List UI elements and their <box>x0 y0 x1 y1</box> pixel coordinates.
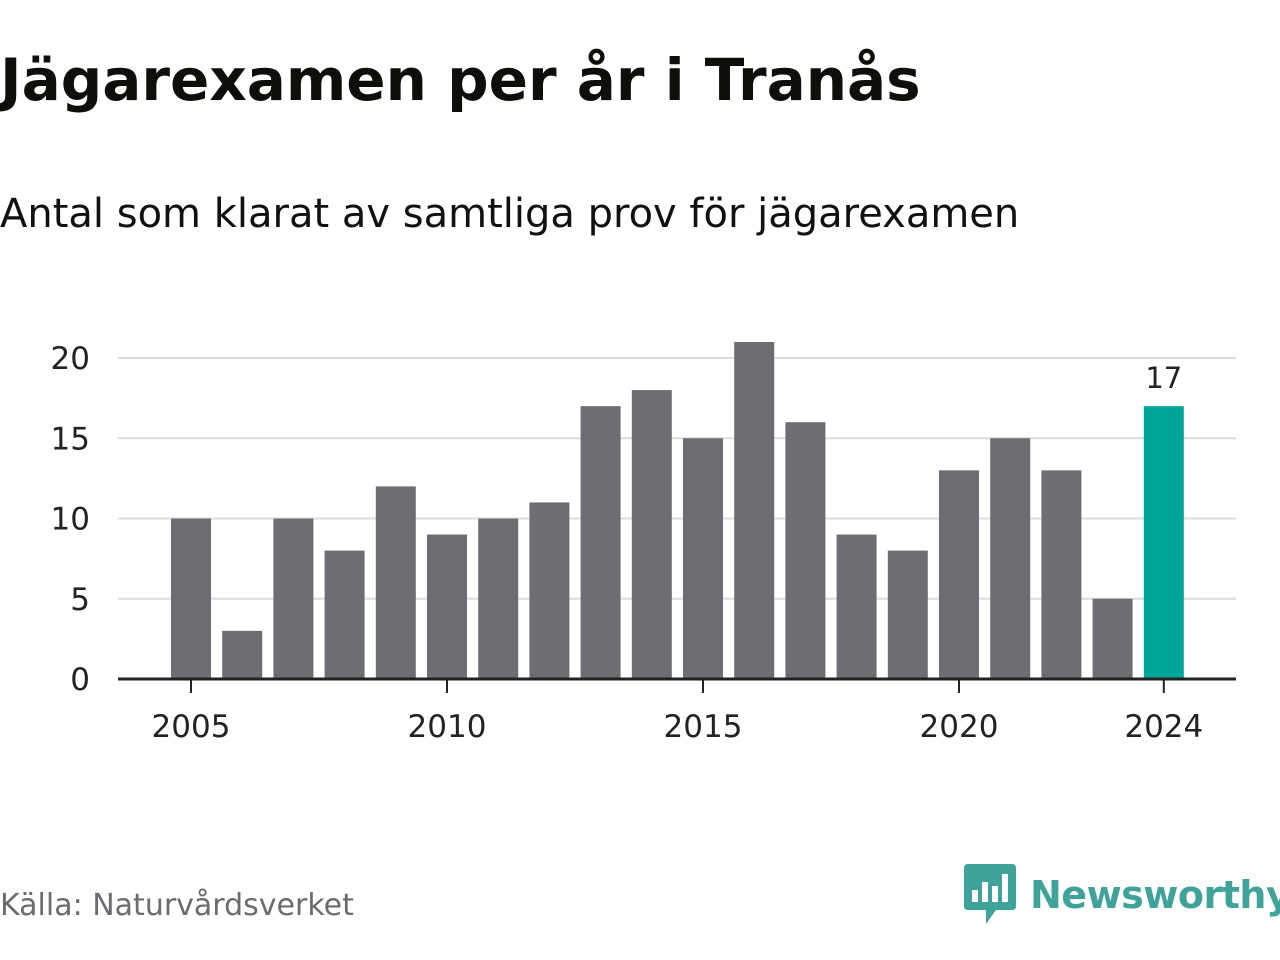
x-tick-label: 2020 <box>920 709 999 745</box>
chart-title: Jägarexamen per år i Tranås <box>0 46 921 114</box>
x-tick-label: 2024 <box>1124 709 1203 745</box>
chart-subtitle: Antal som klarat av samtliga prov för jä… <box>0 191 1020 237</box>
bar-2015 <box>683 438 723 679</box>
y-tick-label: 5 <box>70 582 90 618</box>
bar-2010 <box>427 534 467 679</box>
bar-2013 <box>580 406 621 679</box>
data-labels: 17 <box>1145 361 1182 395</box>
bar-2023 <box>1092 598 1133 679</box>
source-note: Källa: Naturvårdsverket <box>0 888 354 923</box>
bar-2022 <box>1041 470 1082 679</box>
x-axis-tick-labels: 2005 2010 2015 2020 2024 <box>152 679 1203 745</box>
bar-2024 <box>1143 406 1184 679</box>
x-tick-label: 2005 <box>152 709 231 745</box>
x-tick-label: 2010 <box>408 709 487 745</box>
bar-2014 <box>631 390 672 679</box>
bar-2019 <box>887 550 928 679</box>
bar-2016 <box>734 341 775 679</box>
bars <box>171 341 1184 679</box>
bar-2006 <box>222 630 263 679</box>
y-tick-label: 15 <box>51 421 90 457</box>
bar-2007 <box>273 518 314 679</box>
bar-2020 <box>939 470 979 679</box>
bar-2018 <box>836 534 877 679</box>
bar-2021 <box>990 438 1031 679</box>
data-label-2024: 17 <box>1145 361 1182 395</box>
brand-name: Newsworthy <box>1030 873 1280 917</box>
bar-2011 <box>478 518 519 679</box>
y-tick-label: 20 <box>51 341 90 377</box>
y-axis-tick-labels: 0 5 10 15 20 <box>51 341 90 698</box>
bar-2005 <box>171 518 211 679</box>
bar-2009 <box>375 486 416 679</box>
bar-2008 <box>324 550 365 679</box>
x-tick-label: 2015 <box>664 709 743 745</box>
bar-2017 <box>785 422 826 679</box>
y-tick-label: 0 <box>70 662 90 698</box>
y-tick-label: 10 <box>51 502 90 538</box>
brand-logo: Newsworthy <box>964 864 1280 926</box>
newsworthy-logo-icon <box>964 864 1016 924</box>
bar-2012 <box>529 502 570 679</box>
